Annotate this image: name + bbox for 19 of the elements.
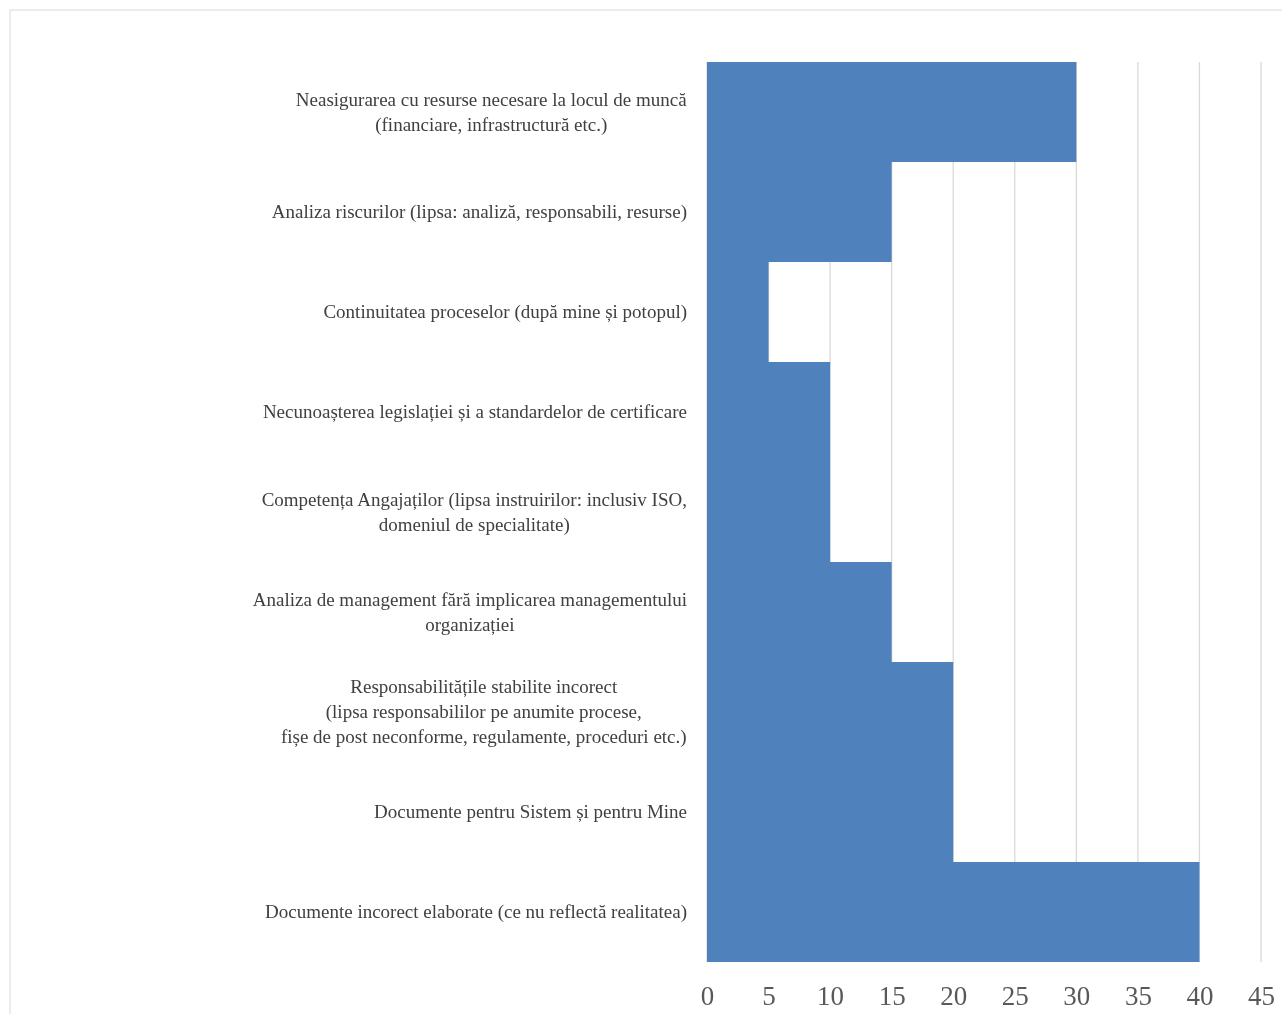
y-tick-label: Neasigurarea cu resurse necesare la locul de muncă (financiare, infrastructură etc.) — [295, 88, 688, 136]
x-tick-label: 30 — [1063, 981, 1091, 1012]
y-tick-label: Analiza riscurilor (lipsa: analiză, responsabili, resurse) — [271, 201, 687, 223]
x-tick-label: 0 — [700, 981, 715, 1012]
x-tick-label: 20 — [940, 981, 968, 1012]
x-tick-label: 15 — [878, 981, 906, 1012]
x-tick-label: 35 — [1124, 981, 1152, 1012]
y-tick-label: Competența Angajaților (lipsa instruirilor: inclusiv ISO, domeniul de specialitate) — [261, 488, 687, 536]
y-tick-label: Responsabilitățile stabilite incorect (lipsa responsabililor pe anumite procese, fișe de post neconforme, regulamente, proceduri etc.) — [280, 676, 687, 748]
y-tick-label: Necunoașterea legislației și a standardelor de certificare — [262, 401, 687, 422]
y-tick-label: Analiza de management fără implicarea managementului organizației — [252, 588, 687, 635]
x-tick-label: 25 — [1001, 981, 1029, 1012]
y-tick-label: Continuitatea proceselor (după mine și potopul) — [323, 301, 687, 323]
x-tick-label: 5 — [762, 981, 776, 1012]
y-tick-label: Documente incorect elaborate (ce nu reflectă realitatea) — [265, 901, 687, 923]
y-tick-label: Documente pentru Sistem și pentru Mine — [374, 801, 687, 822]
x-tick-label: 45 — [1248, 981, 1275, 1012]
x-tick-label: 10 — [817, 981, 845, 1012]
x-tick-label: 40 — [1186, 981, 1214, 1012]
